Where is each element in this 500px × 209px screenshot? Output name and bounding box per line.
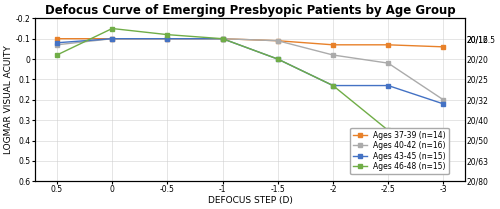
Ages 46-48 (n=15) xyxy=(330,84,336,87)
Ages 37-39 (n=14) xyxy=(109,37,115,40)
Ages 40-42 (n=16) xyxy=(330,54,336,56)
Line: Ages 40-42 (n=16): Ages 40-42 (n=16) xyxy=(55,37,445,102)
Ages 43-45 (n=15) xyxy=(220,37,226,40)
X-axis label: DEFOCUS STEP (D): DEFOCUS STEP (D) xyxy=(208,196,292,205)
Line: Ages 37-39 (n=14): Ages 37-39 (n=14) xyxy=(55,37,445,48)
Ages 46-48 (n=15) xyxy=(440,160,446,162)
Ages 43-45 (n=15) xyxy=(109,37,115,40)
Ages 43-45 (n=15) xyxy=(275,58,281,60)
Ages 37-39 (n=14) xyxy=(275,40,281,42)
Title: Defocus Curve of Emerging Presbyopic Patients by Age Group: Defocus Curve of Emerging Presbyopic Pat… xyxy=(45,4,456,17)
Ages 46-48 (n=15) xyxy=(54,54,60,56)
Ages 43-45 (n=15) xyxy=(54,42,60,44)
Ages 40-42 (n=16) xyxy=(440,99,446,101)
Line: Ages 43-45 (n=15): Ages 43-45 (n=15) xyxy=(55,37,445,106)
Line: Ages 46-48 (n=15): Ages 46-48 (n=15) xyxy=(55,27,445,163)
Legend: Ages 37-39 (n=14), Ages 40-42 (n=16), Ages 43-45 (n=15), Ages 46-48 (n=15): Ages 37-39 (n=14), Ages 40-42 (n=16), Ag… xyxy=(350,127,448,174)
Ages 37-39 (n=14) xyxy=(164,37,170,40)
Ages 37-39 (n=14) xyxy=(385,43,391,46)
Ages 40-42 (n=16) xyxy=(275,40,281,42)
Ages 37-39 (n=14) xyxy=(440,46,446,48)
Ages 46-48 (n=15) xyxy=(275,58,281,60)
Ages 40-42 (n=16) xyxy=(220,37,226,40)
Ages 43-45 (n=15) xyxy=(385,84,391,87)
Ages 37-39 (n=14) xyxy=(54,37,60,40)
Ages 43-45 (n=15) xyxy=(440,103,446,105)
Ages 40-42 (n=16) xyxy=(385,62,391,64)
Ages 46-48 (n=15) xyxy=(385,129,391,132)
Ages 40-42 (n=16) xyxy=(164,37,170,40)
Ages 46-48 (n=15) xyxy=(220,37,226,40)
Ages 43-45 (n=15) xyxy=(164,37,170,40)
Ages 37-39 (n=14) xyxy=(220,37,226,40)
Ages 37-39 (n=14) xyxy=(330,43,336,46)
Ages 46-48 (n=15) xyxy=(164,33,170,36)
Y-axis label: LOGMAR VISUAL ACUITY: LOGMAR VISUAL ACUITY xyxy=(4,45,13,154)
Ages 40-42 (n=16) xyxy=(54,43,60,46)
Ages 43-45 (n=15) xyxy=(330,84,336,87)
Ages 40-42 (n=16) xyxy=(109,37,115,40)
Ages 46-48 (n=15) xyxy=(109,27,115,30)
